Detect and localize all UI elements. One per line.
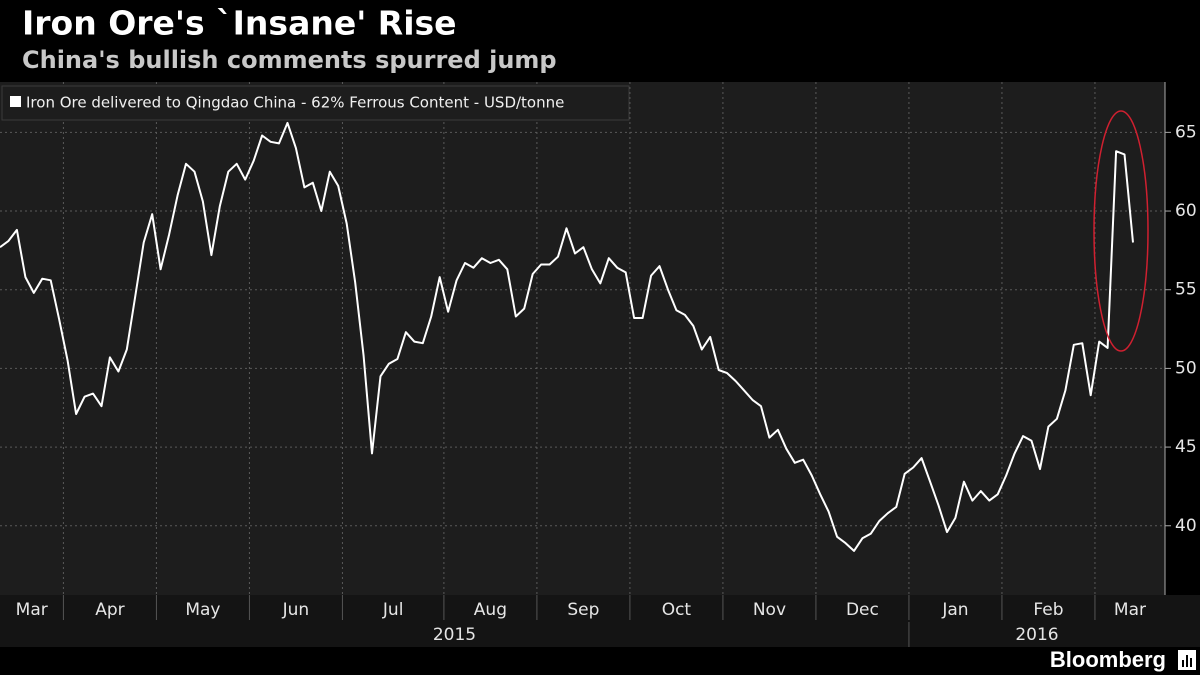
y-tick-label: 65 [1175,122,1197,142]
y-tick-label: 50 [1175,358,1197,378]
y-tick-label: 55 [1175,280,1197,300]
year-label: 2015 [433,625,476,645]
x-tick-label: May [185,600,220,620]
x-tick-label: Jan [941,600,968,620]
plot-area [0,82,1165,595]
x-tick-label: Feb [1033,600,1063,620]
x-tick-label: Sep [567,600,599,620]
logo-icon [1178,650,1196,670]
x-tick-label: Mar [16,600,48,620]
y-tick-label: 40 [1175,516,1197,536]
x-tick-label: Aug [474,600,507,620]
x-tick-label: Dec [846,600,879,620]
x-tick-label: Oct [662,600,692,620]
legend-label: Iron Ore delivered to Qingdao China - 62… [26,94,564,112]
legend-box [1,85,630,121]
chart-title: Iron Ore's `Insane' Rise [22,4,457,43]
year-label: 2016 [1015,625,1058,645]
x-tick-label: Nov [753,600,786,620]
x-tick-label: Apr [95,600,124,620]
grid [0,82,1171,647]
x-axis-area [0,595,1200,647]
marks [0,121,1134,552]
x-tick-label: Mar [1114,600,1146,620]
y-tick-label: 60 [1175,201,1197,221]
series-line [0,121,1134,552]
chart-subtitle: China's bullish comments spurred jump [22,46,557,74]
legend-swatch [10,96,21,107]
y-tick-label: 45 [1175,437,1197,457]
source: Bloomberg [1050,647,1166,672]
x-tick-label: Jul [382,600,404,620]
x-tick-label: Jun [282,600,310,620]
highlight-ellipse [1093,110,1149,352]
